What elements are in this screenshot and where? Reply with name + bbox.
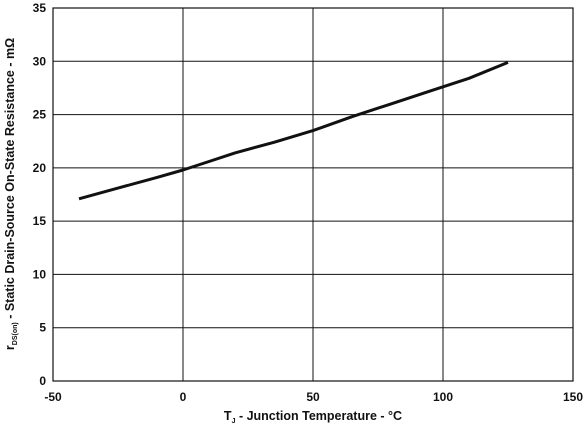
x-tick-label: 150 [563,390,583,404]
y-tick-label: 25 [33,108,47,122]
y-tick-label: 10 [33,267,47,281]
y-tick-label: 20 [33,161,47,175]
series-line [78,61,509,201]
x-axis-title: TJ - Junction Temperature - °C [224,409,402,425]
series-layer [78,61,509,201]
y-tick-label: 15 [33,214,47,228]
x-axis-title-subscript: J [232,418,236,425]
y-tick-label: 5 [39,321,46,335]
tick-labels: -50 0 50 100 150 0 5 10 15 20 25 30 35 [33,1,584,404]
x-axis-title-rest: - Junction Temperature - °C [235,409,402,423]
x-tick-label: 0 [180,390,187,404]
x-tick-label: 100 [433,390,453,404]
y-tick-label: 0 [39,374,46,388]
grid [52,7,574,382]
y-tick-label: 35 [33,1,47,15]
x-tick-label: -50 [44,390,62,404]
y-axis-title-main: r [3,345,17,350]
x-tick-label: 50 [306,390,320,404]
y-axis-title-rest: - Static Drain-Source On-State Resistanc… [3,38,17,322]
y-axis-title: rDS(on) - Static Drain-Source On-State R… [3,38,19,350]
y-tick-label: 30 [33,54,47,68]
y-axis-title-subscript: DS(on) [12,322,19,345]
plot-frame [52,7,574,382]
x-axis-title-main: T [224,409,232,423]
